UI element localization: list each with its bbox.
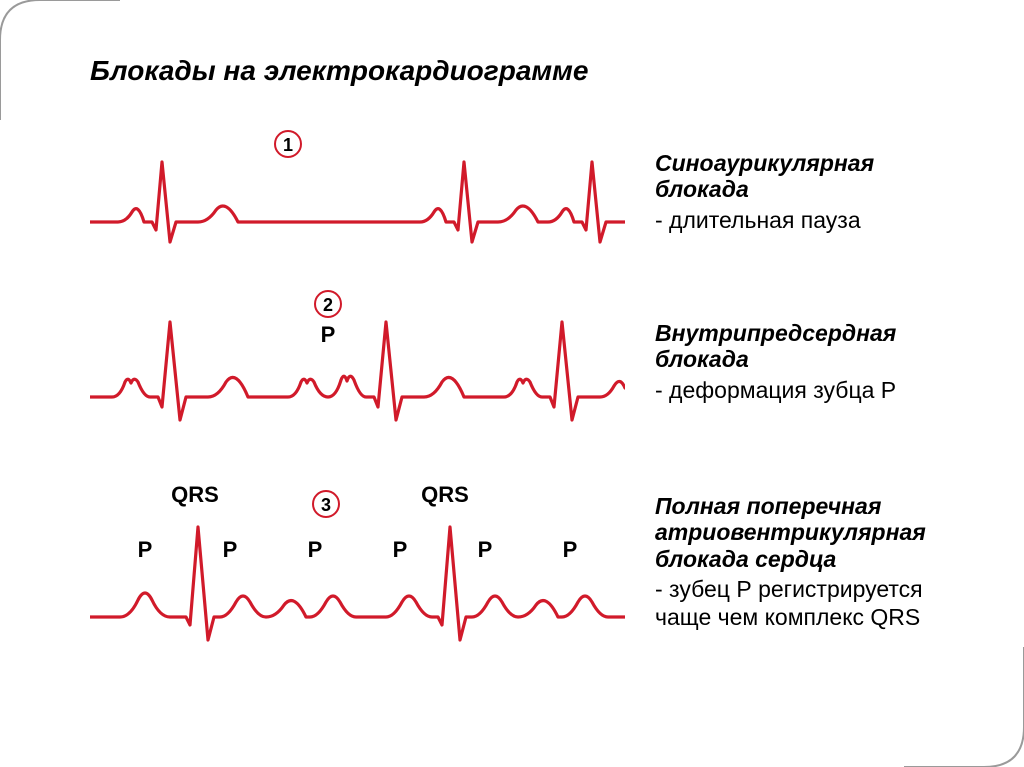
block-row-1: 1 Синоаурикулярная блокада - длительная … bbox=[90, 122, 964, 262]
ecg-svg-1: 1 bbox=[90, 122, 625, 262]
text-3: Полная поперечная атриовентрикулярная бл… bbox=[655, 493, 964, 632]
block-title-1: Синоаурикулярная блокада bbox=[655, 150, 944, 203]
circle-num-3: 3 bbox=[321, 495, 331, 515]
qrs-label-1: QRS bbox=[171, 482, 219, 507]
ecg-svg-2: 2 P bbox=[90, 282, 625, 442]
ecg-3: 3 QRS QRS P P P P P P bbox=[90, 462, 625, 662]
p-label-3-5: P bbox=[478, 537, 493, 562]
p-label-3-3: P bbox=[308, 537, 323, 562]
frame-corner-br bbox=[904, 647, 1024, 767]
circle-num-2: 2 bbox=[323, 295, 333, 315]
block-title-2: Внутрипредсердная блокада bbox=[655, 320, 944, 373]
block-title-3: Полная поперечная атриовентрикулярная бл… bbox=[655, 493, 944, 572]
p-label-3-4: P bbox=[393, 537, 408, 562]
ecg-svg-3: 3 QRS QRS P P P P P P bbox=[90, 462, 625, 662]
circle-num-1: 1 bbox=[283, 135, 293, 155]
block-desc-2: - деформация зубца Р bbox=[655, 377, 944, 405]
ecg-2: 2 P bbox=[90, 282, 625, 442]
text-1: Синоаурикулярная блокада - длительная па… bbox=[655, 150, 964, 234]
block-desc-3: - зубец Р регистрируется чаще чем компле… bbox=[655, 576, 944, 631]
page-title: Блокады на электрокардиограмме bbox=[90, 55, 964, 87]
ecg-1: 1 bbox=[90, 122, 625, 262]
p-label-3-2: P bbox=[223, 537, 238, 562]
qrs-label-2: QRS bbox=[421, 482, 469, 507]
main-container: Блокады на электрокардиограмме 1 Синоаур… bbox=[0, 0, 1024, 767]
block-desc-1: - длительная пауза bbox=[655, 207, 944, 235]
p-label-3-1: P bbox=[138, 537, 153, 562]
p-label-2: P bbox=[321, 322, 336, 347]
block-row-2: 2 P Внутрипредсердная блокада - деформац… bbox=[90, 282, 964, 442]
text-2: Внутрипредсердная блокада - деформация з… bbox=[655, 320, 964, 404]
p-label-3-6: P bbox=[563, 537, 578, 562]
frame-corner-tl bbox=[0, 0, 120, 120]
block-row-3: 3 QRS QRS P P P P P P Полная поперечная … bbox=[90, 462, 964, 662]
